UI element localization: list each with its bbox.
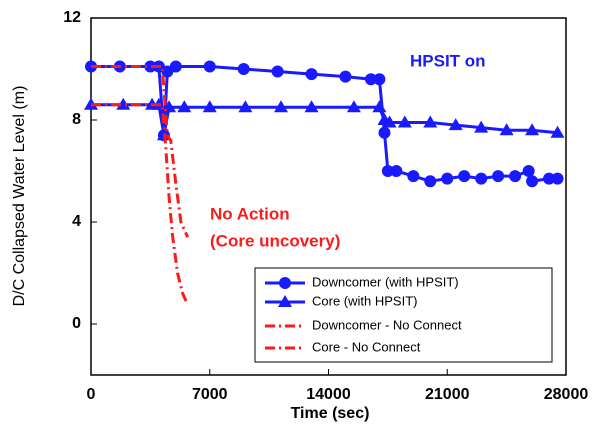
marker bbox=[458, 170, 471, 183]
series-line bbox=[91, 103, 558, 136]
marker bbox=[364, 73, 377, 86]
marker bbox=[144, 60, 157, 73]
marker bbox=[238, 100, 253, 113]
annotation: HPSIT on bbox=[410, 51, 486, 70]
series-line bbox=[91, 103, 188, 302]
marker bbox=[492, 170, 505, 183]
marker bbox=[177, 100, 192, 113]
marker bbox=[522, 165, 535, 177]
x-tick-label: 14000 bbox=[306, 386, 351, 403]
marker bbox=[271, 65, 284, 78]
marker bbox=[407, 170, 420, 183]
marker bbox=[346, 100, 361, 113]
y-tick-label: 4 bbox=[72, 213, 81, 230]
x-tick-label: 7000 bbox=[192, 386, 228, 403]
y-tick-label: 12 bbox=[63, 9, 81, 26]
marker bbox=[441, 172, 454, 185]
legend-label: Downcomer (with HPSIT) bbox=[312, 274, 459, 289]
y-axis-label: D/C Collapsed Water Level (m) bbox=[11, 86, 28, 307]
marker bbox=[382, 115, 397, 128]
marker bbox=[475, 172, 488, 185]
x-tick-label: 21000 bbox=[425, 386, 470, 403]
x-axis-label: Time (sec) bbox=[291, 405, 370, 422]
marker bbox=[305, 68, 318, 81]
marker bbox=[397, 115, 412, 128]
marker bbox=[274, 100, 288, 113]
marker bbox=[551, 172, 564, 185]
marker bbox=[304, 100, 319, 113]
x-tick-label: 28000 bbox=[544, 386, 589, 403]
legend-label: Downcomer - No Connect bbox=[312, 317, 462, 332]
marker bbox=[116, 97, 131, 110]
legend-label: Core (with HPSIT) bbox=[312, 293, 417, 308]
marker bbox=[423, 115, 438, 128]
y-tick-label: 0 bbox=[72, 315, 81, 332]
marker bbox=[474, 120, 489, 133]
series-line bbox=[91, 64, 190, 238]
marker bbox=[339, 70, 352, 83]
marker bbox=[499, 123, 514, 136]
marker bbox=[169, 60, 182, 73]
marker bbox=[390, 165, 403, 177]
marker bbox=[509, 170, 522, 183]
marker bbox=[424, 175, 437, 188]
marker bbox=[550, 125, 565, 138]
marker bbox=[202, 100, 217, 113]
legend-marker bbox=[279, 277, 291, 289]
x-tick-label: 0 bbox=[87, 386, 96, 403]
annotation: No Action bbox=[210, 204, 290, 223]
marker bbox=[378, 126, 391, 139]
marker bbox=[373, 73, 386, 86]
marker bbox=[372, 100, 387, 113]
marker bbox=[525, 123, 540, 136]
marker bbox=[237, 63, 250, 75]
marker bbox=[448, 118, 463, 131]
marker bbox=[543, 172, 556, 185]
marker bbox=[526, 175, 539, 188]
y-tick-label: 8 bbox=[72, 111, 81, 128]
marker bbox=[381, 165, 394, 177]
legend-label: Core - No Connect bbox=[312, 339, 421, 354]
annotation: (Core uncovery) bbox=[210, 231, 340, 250]
legend-marker bbox=[278, 295, 292, 307]
marker bbox=[203, 60, 216, 73]
